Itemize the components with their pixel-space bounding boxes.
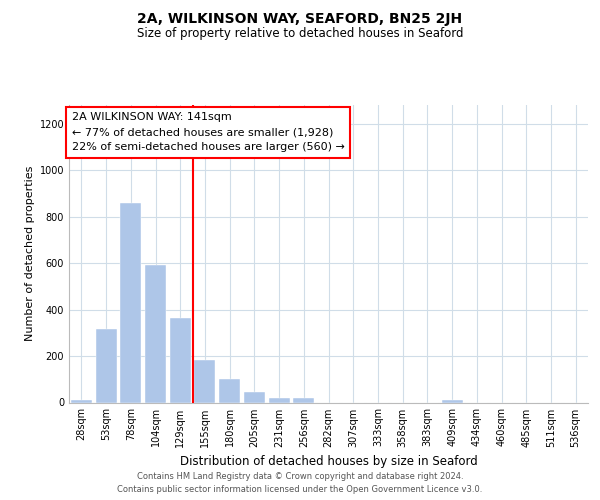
Text: Contains HM Land Registry data © Crown copyright and database right 2024.
Contai: Contains HM Land Registry data © Crown c… [118,472,482,494]
Bar [71,400,92,402]
Text: 2A, WILKINSON WAY, SEAFORD, BN25 2JH: 2A, WILKINSON WAY, SEAFORD, BN25 2JH [137,12,463,26]
Bar [293,398,314,402]
Bar [170,318,191,402]
Bar [244,392,265,402]
Bar [442,400,463,402]
X-axis label: Distribution of detached houses by size in Seaford: Distribution of detached houses by size … [179,455,478,468]
Bar [120,202,141,402]
Bar [269,398,290,402]
Bar [194,360,215,403]
Bar [95,330,116,402]
Bar [145,266,166,402]
Text: Size of property relative to detached houses in Seaford: Size of property relative to detached ho… [137,28,463,40]
Y-axis label: Number of detached properties: Number of detached properties [25,166,35,342]
Bar [219,380,240,402]
Text: 2A WILKINSON WAY: 141sqm
← 77% of detached houses are smaller (1,928)
22% of sem: 2A WILKINSON WAY: 141sqm ← 77% of detach… [71,112,344,152]
